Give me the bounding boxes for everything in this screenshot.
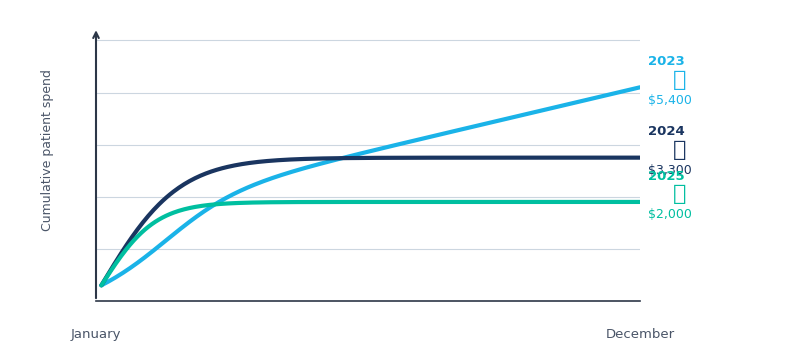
Text: Cumulative patient spend: Cumulative patient spend [41,69,54,232]
Text: $2,000: $2,000 [648,208,692,221]
Text: 🚶: 🚶 [674,70,686,90]
Text: 🚶: 🚶 [674,140,686,160]
Text: $3,300: $3,300 [648,164,692,177]
Text: 2024: 2024 [648,126,685,139]
Text: 2023: 2023 [648,55,685,68]
Text: December: December [606,328,674,341]
Text: 🚶: 🚶 [674,184,686,205]
Text: 2025: 2025 [648,170,685,183]
Text: January: January [70,328,122,341]
Text: $5,400: $5,400 [648,94,692,107]
